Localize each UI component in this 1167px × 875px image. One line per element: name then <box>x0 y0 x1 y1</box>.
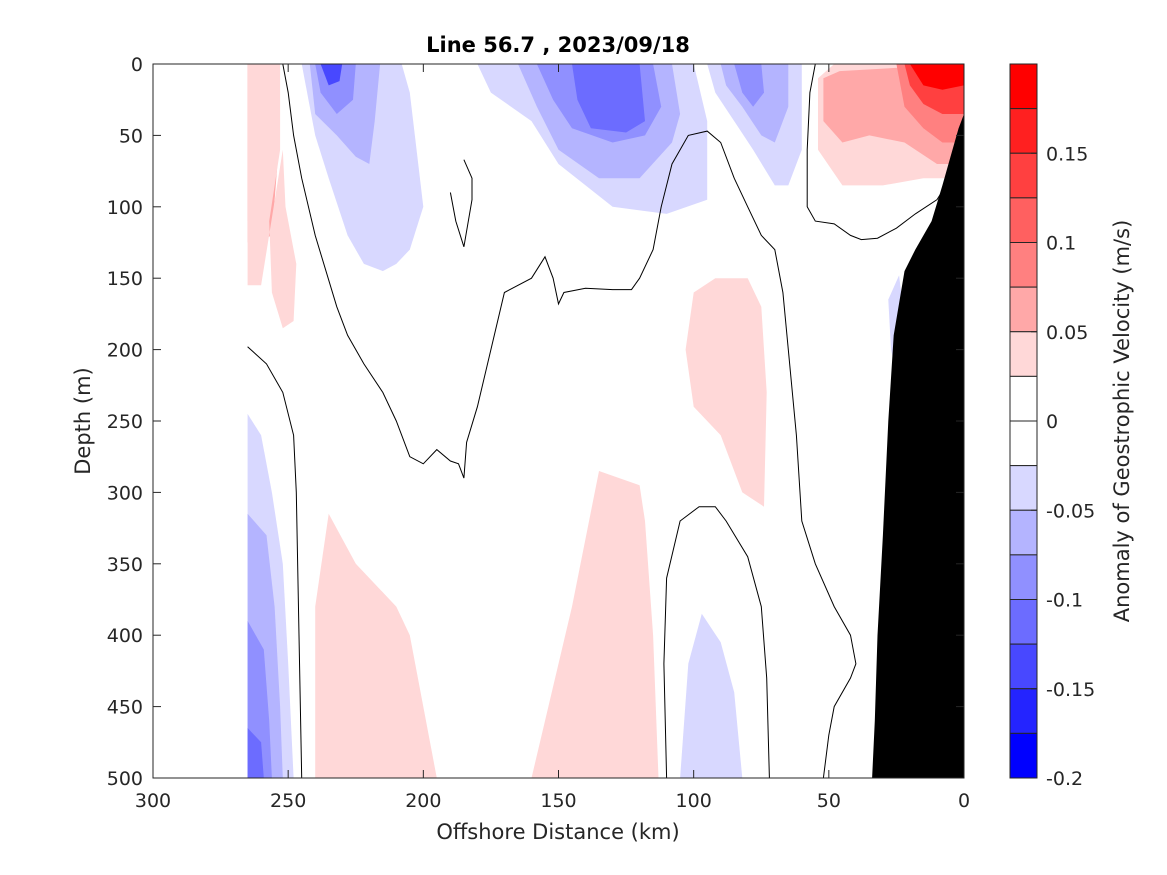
plot-area <box>153 64 964 778</box>
colorbar-level <box>1009 242 1038 288</box>
zero-contour-lens <box>449 159 473 247</box>
region-pos-offshore-deep <box>315 513 437 778</box>
y-tick-label: 0 <box>131 54 143 76</box>
x-tick-label: 0 <box>958 790 970 812</box>
colorbar-tick-label: 0.15 <box>1046 143 1088 165</box>
colorbar-tick-label: 0.1 <box>1046 233 1076 255</box>
x-tick-label: 250 <box>270 790 306 812</box>
region-pos-onshore-surface-core <box>909 64 964 90</box>
region-neg-upper-mid-core <box>572 64 645 133</box>
colorbar-level <box>1009 197 1038 243</box>
colorbar: 0.15 0.1 0.05 0 -0.05 -0.1 -0.15 -0.2 <box>1009 63 1095 790</box>
colorbar-tick-label: -0.05 <box>1046 500 1095 522</box>
bathymetry-layer <box>872 114 964 778</box>
y-tick-label: 200 <box>107 340 143 362</box>
y-tick-label: 250 <box>107 411 143 433</box>
x-tick-label: 150 <box>540 790 576 812</box>
colorbar-level <box>1009 286 1038 333</box>
colorbar-tick-label: -0.2 <box>1046 768 1083 790</box>
seafloor <box>872 114 964 778</box>
colorbar-level <box>1009 331 1038 377</box>
colorbar-label: Anomaly of Geostrophic Velocity (m/s) <box>1110 220 1134 623</box>
colorbar-level <box>1009 732 1038 779</box>
colorbar-level <box>1009 554 1038 600</box>
region-pos-mid-deep <box>531 471 659 778</box>
x-tick-label: 50 <box>817 790 841 812</box>
colorbar-tick-label: -0.15 <box>1046 679 1095 701</box>
x-tick-label: 200 <box>405 790 441 812</box>
y-axis: 0 50 100 150 200 250 300 350 400 450 500 <box>107 54 964 790</box>
y-axis-label: Depth (m) <box>71 367 95 474</box>
y-tick-label: 400 <box>107 625 143 647</box>
y-tick-label: 300 <box>107 482 143 504</box>
zero-contour-offshore-upper <box>282 64 857 778</box>
colorbar-level <box>1009 509 1038 556</box>
zero-contour-layer <box>247 64 951 778</box>
region-pos-mid-upper <box>685 278 767 507</box>
x-tick-label: 300 <box>135 790 171 812</box>
y-tick-label: 100 <box>107 197 143 219</box>
region-neg-deep-mid <box>680 613 743 778</box>
contour-fill-layer <box>247 64 964 778</box>
zero-contour-offshore-deep <box>247 346 303 778</box>
colorbar-tick-label: 0.05 <box>1046 322 1088 344</box>
y-tick-label: 150 <box>107 268 143 290</box>
colorbar-level <box>1009 599 1038 645</box>
zero-contour-onshore <box>806 64 951 241</box>
y-tick-label: 50 <box>119 125 143 147</box>
y-tick-label: 450 <box>107 697 143 719</box>
colorbar-tick-label: -0.1 <box>1046 590 1083 612</box>
region-pos-nearshore-surface-4 <box>247 64 297 329</box>
colorbar-level <box>1009 420 1038 467</box>
colorbar-tick-label: 0 <box>1046 411 1058 433</box>
colorbar-level <box>1009 152 1038 199</box>
region-neg-deep-offshore-core <box>247 728 264 778</box>
x-axis: 300 250 200 150 100 50 0 <box>135 64 970 812</box>
chart-title: Line 56.7 , 2023/09/18 <box>426 33 690 57</box>
colorbar-level <box>1009 465 1038 511</box>
region-neg-upper-onshore-3 <box>734 64 764 107</box>
y-tick-label: 500 <box>107 768 143 790</box>
zero-contour-mid-deep <box>663 506 770 778</box>
colorbar-level <box>1009 643 1038 690</box>
y-tick-label: 350 <box>107 554 143 576</box>
colorbar-level <box>1009 375 1038 422</box>
x-axis-label: Offshore Distance (km) <box>436 820 679 844</box>
region-neg-upper-offshore-core <box>320 64 343 86</box>
colorbar-level <box>1009 108 1038 154</box>
x-tick-label: 100 <box>676 790 712 812</box>
colorbar-level <box>1009 688 1038 734</box>
colorbar-level <box>1009 63 1038 110</box>
